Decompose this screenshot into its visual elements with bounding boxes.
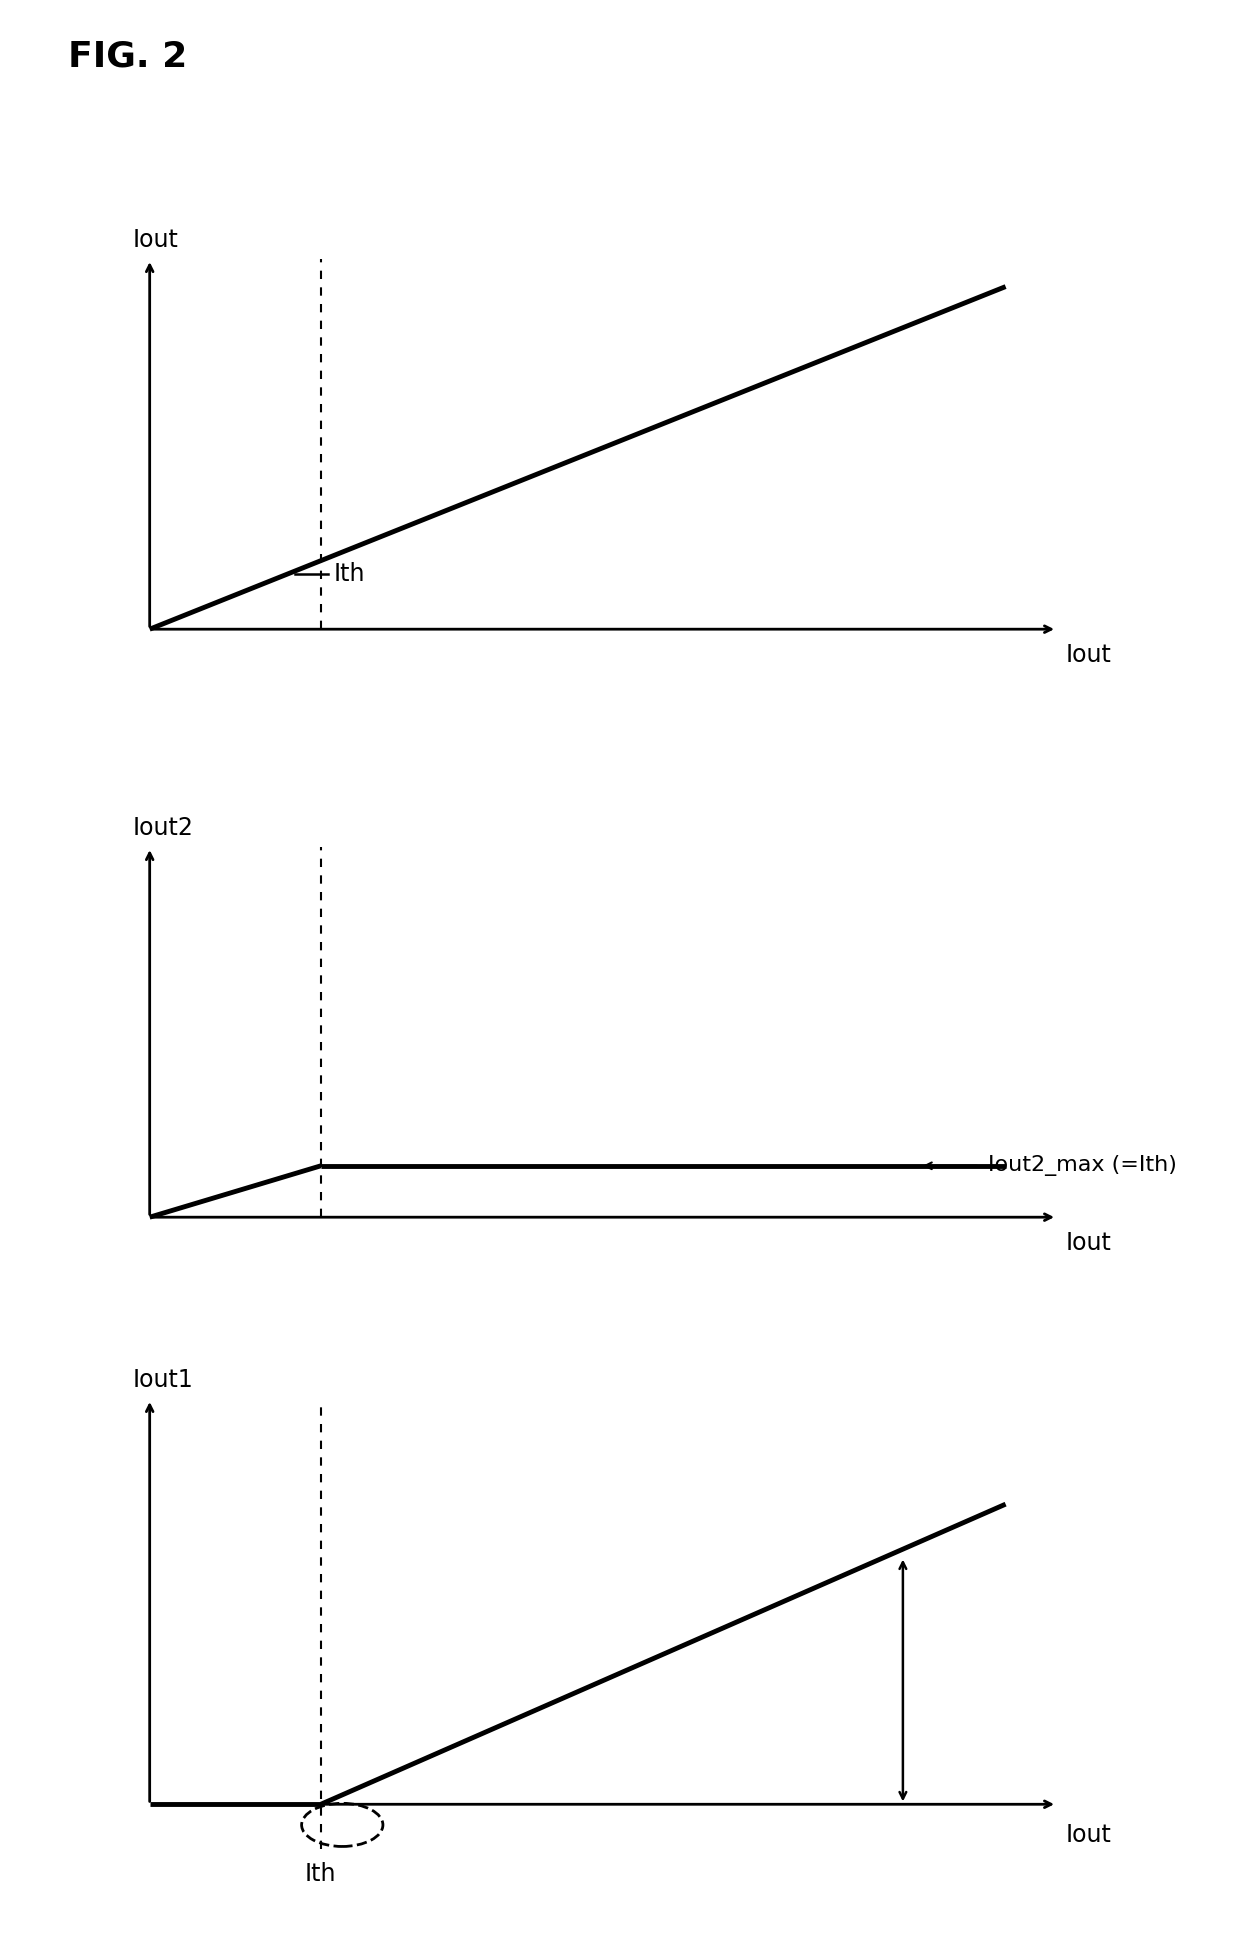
Text: Iout: Iout bbox=[1065, 1231, 1111, 1254]
Text: Iout1: Iout1 bbox=[133, 1368, 193, 1392]
Text: Iout2_max (=Ith): Iout2_max (=Ith) bbox=[988, 1154, 1177, 1176]
Text: Ith: Ith bbox=[334, 563, 366, 586]
Text: FIG. 2: FIG. 2 bbox=[68, 39, 187, 73]
Text: Iout: Iout bbox=[1065, 1823, 1111, 1846]
Text: Iout: Iout bbox=[1065, 643, 1111, 666]
Text: Iout: Iout bbox=[133, 227, 179, 253]
Text: Ith: Ith bbox=[305, 1862, 336, 1886]
Text: Iout2: Iout2 bbox=[133, 815, 193, 841]
